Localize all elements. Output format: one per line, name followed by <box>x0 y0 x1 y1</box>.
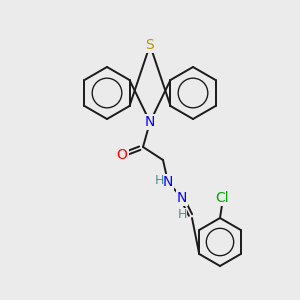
Text: O: O <box>117 148 128 162</box>
Text: H: H <box>177 208 187 221</box>
Text: N: N <box>177 191 187 205</box>
Text: H: H <box>154 173 164 187</box>
Text: Cl: Cl <box>215 191 229 205</box>
Text: N: N <box>163 175 173 189</box>
Text: N: N <box>145 115 155 129</box>
Text: S: S <box>146 38 154 52</box>
